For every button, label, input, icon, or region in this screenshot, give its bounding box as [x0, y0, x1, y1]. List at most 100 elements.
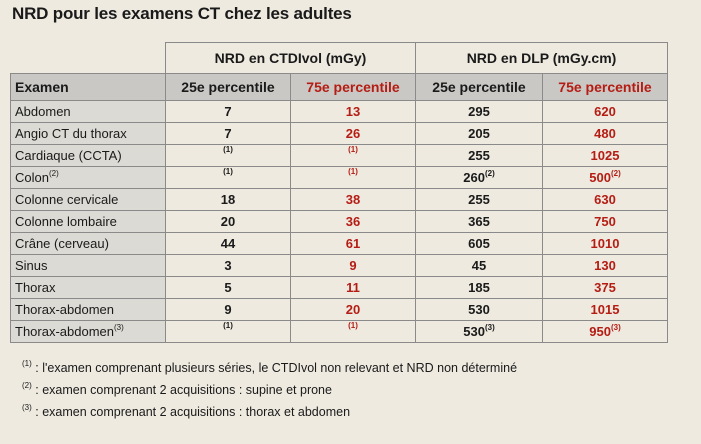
- footnote-marker: (1): [223, 167, 233, 176]
- dlp-p75-cell: 375: [542, 276, 668, 299]
- ctdi-p25-cell-value: 20: [220, 214, 236, 229]
- dlp-p25-cell: 365: [415, 210, 543, 233]
- dlp-p75-cell-value: 630: [594, 192, 616, 207]
- table-row: Cardiaque (CCTA) (1) (1) 255 1025: [10, 144, 668, 167]
- dlp-p75-cell-value: 130: [594, 258, 616, 273]
- ctdi-p75-cell-value: 36: [345, 214, 361, 229]
- dlp-p75-cell-value: 950: [589, 324, 611, 339]
- dlp-p75-cell-value: 750: [594, 214, 616, 229]
- dlp-p75-cell: 750: [542, 210, 668, 233]
- exam-cell-value: Abdomen: [15, 104, 71, 119]
- exam-cell-value: Thorax-abdomen: [15, 324, 114, 339]
- footnote-item: (1) : l'examen comprenant plusieurs séri…: [22, 358, 517, 380]
- column-header-exam: Examen: [10, 73, 166, 101]
- dlp-p75-cell: 1025: [542, 144, 668, 167]
- dlp-p75-cell-value: 500: [589, 170, 611, 185]
- dlp-p25-cell-value: 295: [468, 104, 490, 119]
- ctdi-p25-cell-value: 5: [224, 280, 232, 295]
- ctdi-p25-cell: 9: [165, 298, 291, 321]
- exam-cell-value: Thorax-abdomen: [15, 302, 114, 317]
- ctdi-p25-cell: 5: [165, 276, 291, 299]
- ctdi-p75-cell: (1): [290, 320, 416, 343]
- dlp-p75-cell-value: 480: [594, 126, 616, 141]
- column-header-dlp-p75: 75e percentile: [542, 73, 668, 101]
- column-header-row: Examen 25e percentile 75e percentile 25e…: [10, 73, 668, 101]
- dlp-p25-cell-value: 45: [471, 258, 487, 273]
- dlp-p75-cell: 1010: [542, 232, 668, 255]
- ctdi-p25-cell-value: 7: [224, 104, 232, 119]
- ctdi-p25-cell: 20: [165, 210, 291, 233]
- exam-cell-value: Colonne cervicale: [15, 192, 119, 207]
- ctdi-p25-cell: (1): [165, 320, 291, 343]
- footnote-text: : l'examen comprenant plusieurs séries, …: [31, 361, 518, 375]
- exam-cell: Colonne cervicale: [10, 188, 166, 211]
- dlp-p25-cell: 205: [415, 122, 543, 145]
- dlp-p75-cell-value: 1025: [590, 148, 620, 163]
- footnote-marker: (1): [348, 167, 358, 176]
- ctdi-p75-cell: (1): [290, 144, 416, 167]
- ctdi-p75-cell-value: 13: [345, 104, 361, 119]
- ctdi-p75-cell: 9: [290, 254, 416, 277]
- ctdi-p25-cell: (1): [165, 166, 291, 189]
- dlp-p25-cell: 530: [415, 298, 543, 321]
- column-header-ctdi-p75: 75e percentile: [290, 73, 416, 101]
- table-row: Crâne (cerveau) 44 61 605 1010: [10, 232, 668, 255]
- dlp-p25-cell-value: 255: [468, 192, 490, 207]
- exam-cell-value: Colonne lombaire: [15, 214, 117, 229]
- exam-cell-value: Thorax: [15, 280, 56, 295]
- dlp-p75-cell: 480: [542, 122, 668, 145]
- ctdi-p25-cell: 7: [165, 122, 291, 145]
- ctdi-p75-cell: 20: [290, 298, 416, 321]
- footnote-marker: (2): [48, 168, 59, 178]
- ctdi-p75-cell-value: 20: [345, 302, 361, 317]
- footnote-marker: (2): [484, 168, 495, 178]
- dlp-p25-cell-value: 530: [468, 302, 490, 317]
- dlp-p25-cell-value: 205: [468, 126, 490, 141]
- exam-cell: Colon(2): [10, 166, 166, 189]
- table-row: Abdomen 7 13 295 620: [10, 100, 668, 123]
- footnotes: (1) : l'examen comprenant plusieurs séri…: [22, 358, 517, 424]
- table-row: Thorax 5 11 185 375: [10, 276, 668, 299]
- exam-cell: Colonne lombaire: [10, 210, 166, 233]
- footnote-marker: (3): [610, 322, 621, 332]
- dlp-p75-cell-value: 620: [594, 104, 616, 119]
- page-title: NRD pour les examens CT chez les adultes: [12, 4, 352, 23]
- table-row: Thorax-abdomen(3) (1) (1) 530(3) 950(3): [10, 320, 668, 343]
- dlp-p25-cell: 45: [415, 254, 543, 277]
- ctdi-p75-cell: (1): [290, 166, 416, 189]
- ctdi-p25-cell-value: 7: [224, 126, 232, 141]
- ctdi-p25-cell-value: 3: [224, 258, 232, 273]
- dlp-p25-cell: 255: [415, 144, 543, 167]
- dlp-p75-cell: 620: [542, 100, 668, 123]
- dlp-p25-cell: 255: [415, 188, 543, 211]
- header-blank-cell: [10, 42, 166, 74]
- table-body: Abdomen 7 13 295 620 Angio CT du thorax 7 26 205…: [10, 100, 668, 343]
- footnote-mark: (1): [22, 358, 32, 368]
- exam-cell: Sinus: [10, 254, 166, 277]
- exam-cell: Abdomen: [10, 100, 166, 123]
- footnote-marker: (1): [348, 145, 358, 154]
- footnote-text: : examen comprenant 2 acquisitions : sup…: [31, 383, 332, 397]
- footnote-marker: (3): [484, 322, 495, 332]
- dlp-p75-cell: 1015: [542, 298, 668, 321]
- dlp-p25-cell: 185: [415, 276, 543, 299]
- dlp-p25-cell-value: 260: [463, 170, 485, 185]
- footnote-marker: (3): [114, 322, 124, 332]
- ctdi-p75-cell: 38: [290, 188, 416, 211]
- group-header-ctdi: NRD en CTDIvol (mGy): [165, 42, 416, 74]
- dlp-p75-cell-value: 1010: [590, 236, 620, 251]
- table-row: Colonne cervicale 18 38 255 630: [10, 188, 668, 211]
- footnote-mark: (3): [22, 402, 32, 412]
- table-row: Colonne lombaire 20 36 365 750: [10, 210, 668, 233]
- footnote-marker: (1): [223, 321, 233, 330]
- dlp-p75-cell: 630: [542, 188, 668, 211]
- footnote-marker: (1): [223, 145, 233, 154]
- ctdi-p75-cell: 13: [290, 100, 416, 123]
- footnote-marker: (1): [348, 321, 358, 330]
- footnote-marker: (2): [610, 168, 621, 178]
- nrd-table: NRD en CTDIvol (mGy) NRD en DLP (mGy.cm)…: [10, 42, 668, 343]
- exam-cell-value: Colon: [15, 170, 49, 185]
- ctdi-p75-cell: 61: [290, 232, 416, 255]
- dlp-p25-cell: 260(2): [415, 166, 543, 189]
- table-row: Colon(2) (1) (1) 260(2) 500(2): [10, 166, 668, 189]
